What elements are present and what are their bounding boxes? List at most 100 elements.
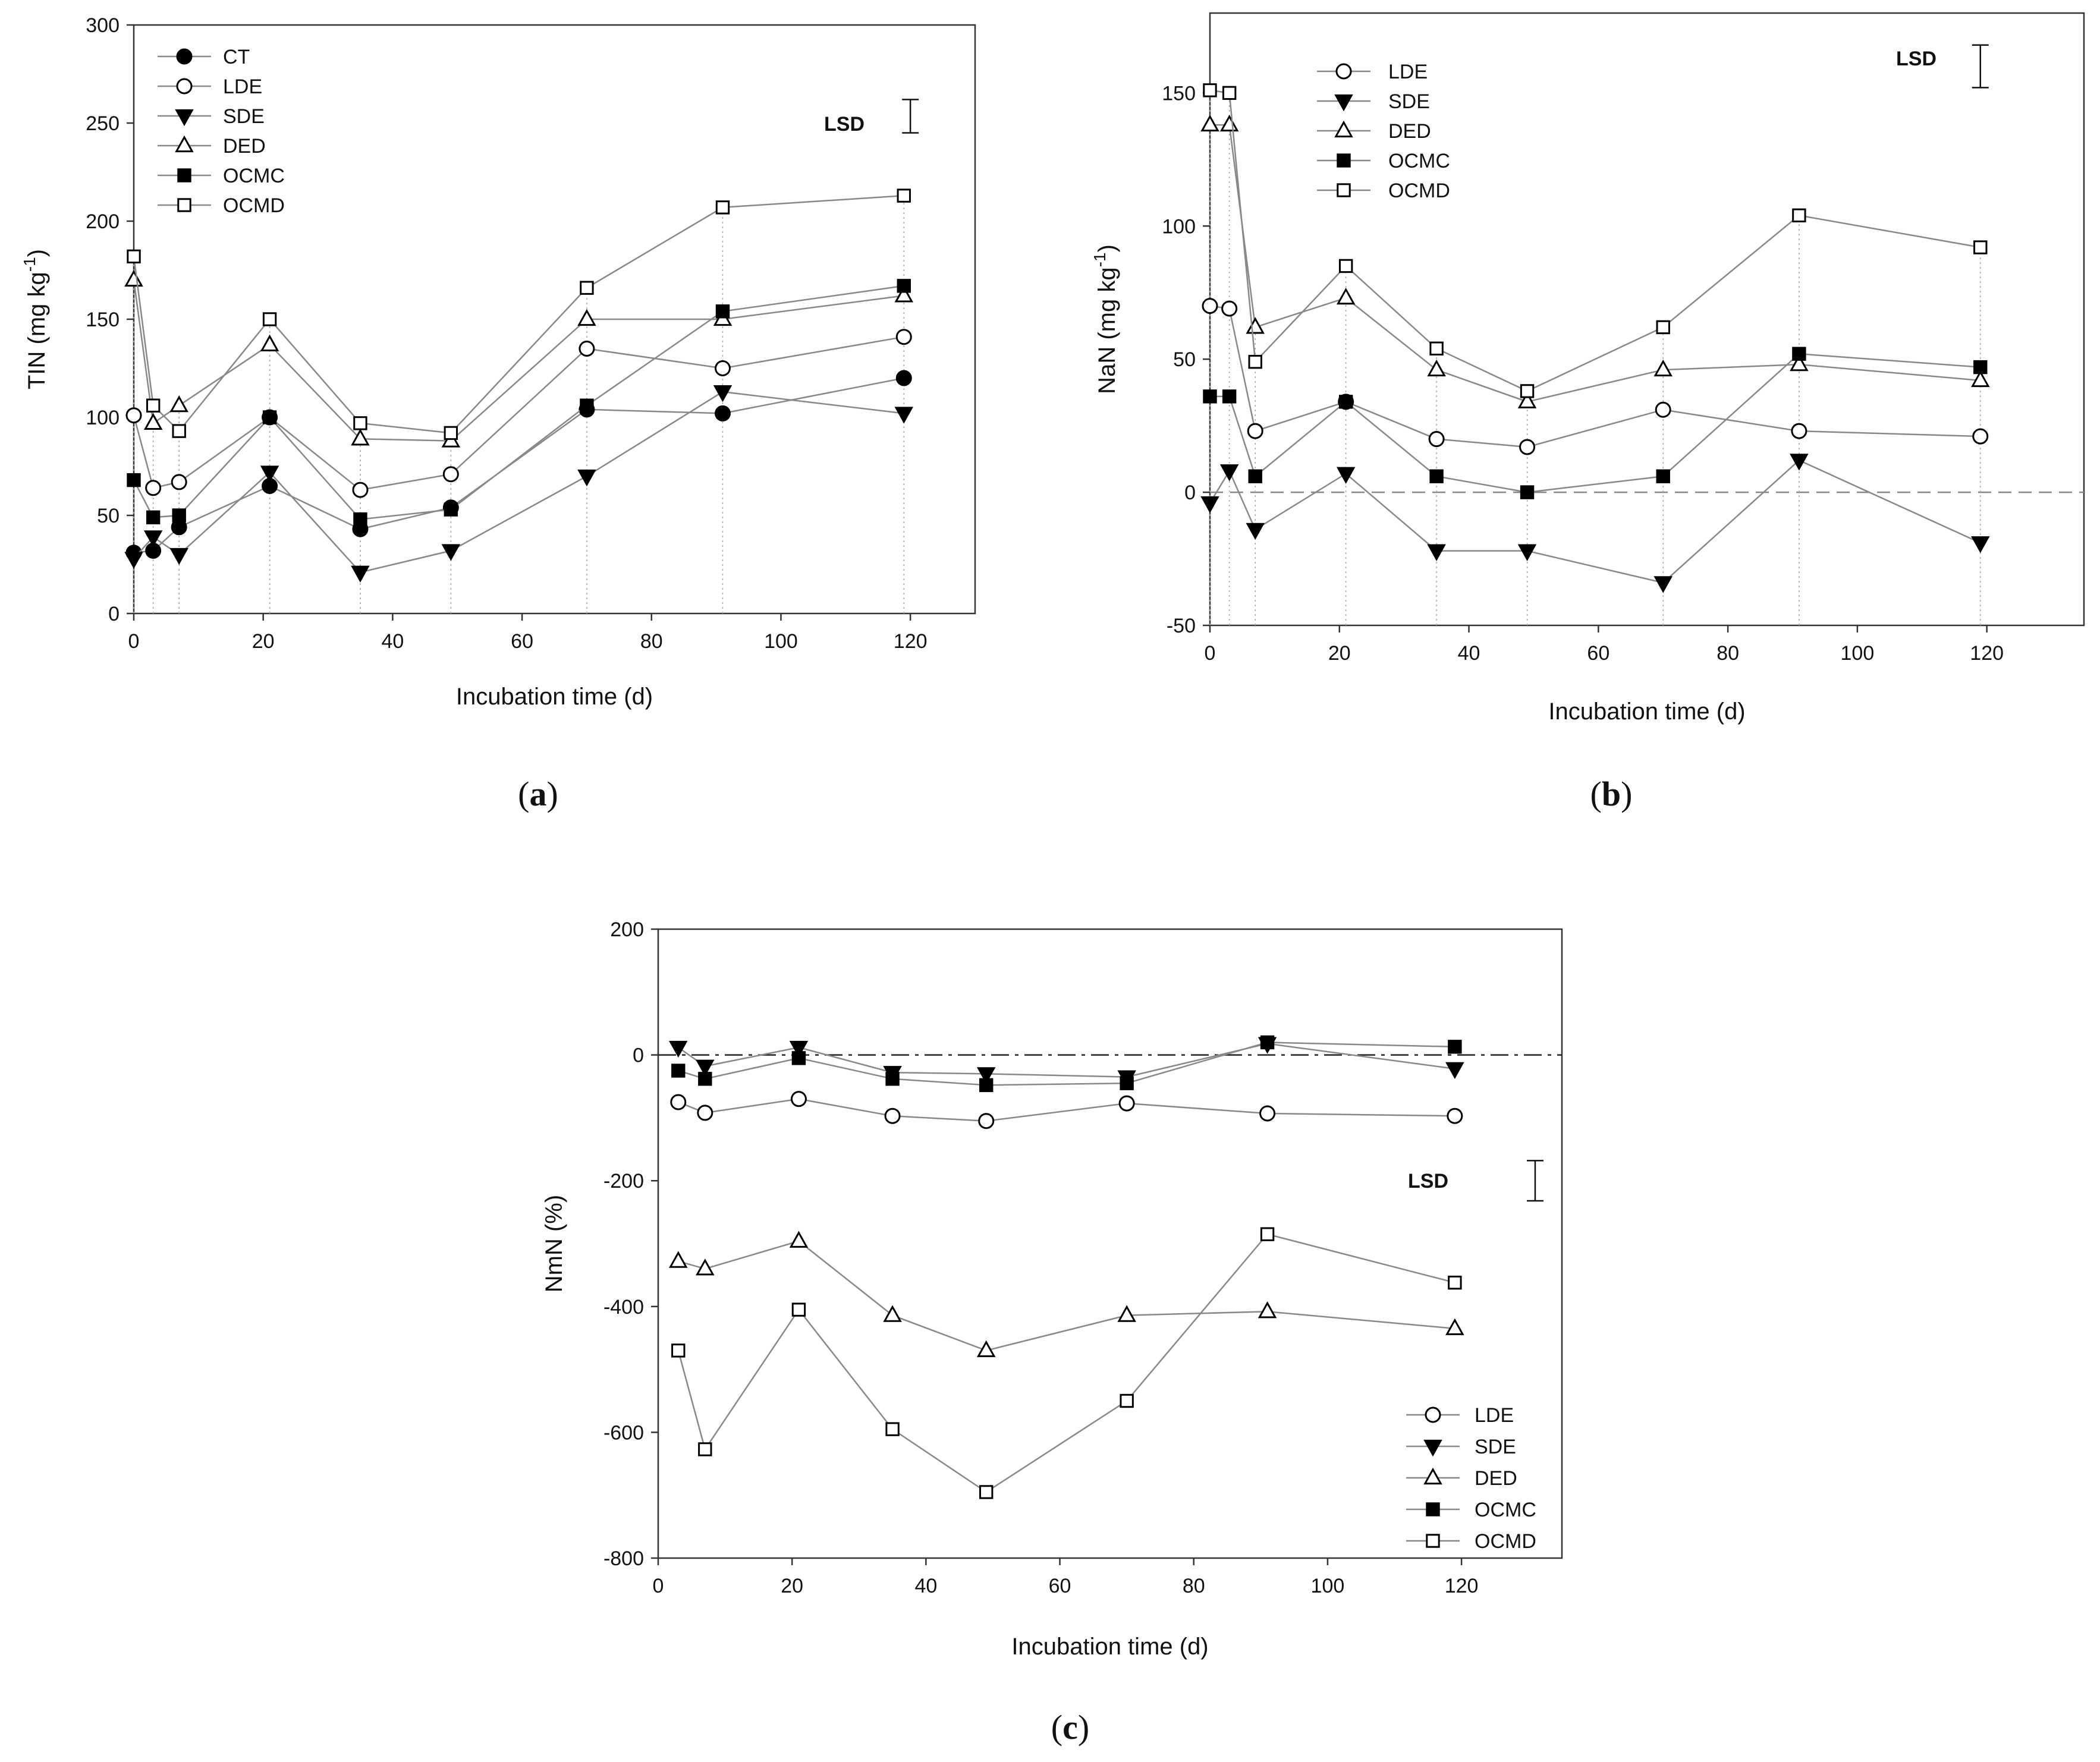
chart-c-series-ocmd-point [1448,1275,1462,1290]
chart-b-series-ded-line [1210,124,1980,403]
chart-c-legend-label-ocmc: OCMC [1475,1499,1536,1521]
chart-b-series-ocmd-point [1338,259,1353,273]
chart-b-panel-label-open: ( [1590,775,1602,813]
chart-c-xtick-label: 60 [1049,1575,1071,1597]
chart-a-series-sde-line [133,391,904,574]
chart-a-series-ded-point [894,285,914,303]
chart-b-series-ocmd-point [1656,320,1670,335]
chart-b-lsd-label: LSD [1896,48,1936,70]
chart-b-legend-label-ocmc: OCMC [1388,150,1450,172]
chart-a-series-lde-point [579,341,595,357]
chart-b-ylabel: NaN (mg kg-1) [1090,244,1120,394]
chart-a-legend-marker [175,109,194,127]
chart-b-xlabel: Incubation time (d) [1548,698,1745,725]
chart-b-series-sde-point [1517,544,1537,561]
chart-a-series-sde-point [713,385,733,402]
chart-b-legend-marker [1337,153,1351,168]
chart-c-ytick-label: 200 [610,918,644,941]
chart-a-series-ct-point [715,405,731,421]
chart-a-panel-label-close: ) [547,775,558,813]
chart-b-series-ocmd-point [1792,208,1806,223]
chart-c-series-lde-point [978,1113,995,1129]
chart-a-series-ded-point [169,395,188,413]
chart-b-ytick-label: 0 [1184,482,1196,504]
chart-a-ytick-label: 250 [86,112,120,135]
chart-b-series-ocmd-point [1222,86,1237,100]
chart-a-xtick-label: 20 [252,630,275,653]
chart-b-ytick-label: 50 [1173,348,1196,371]
chart-c-series-ded-point [696,1258,715,1276]
chart-c-legend-label-ocmd: OCMD [1475,1530,1536,1553]
chart-a-series-ocmd-line [133,194,904,434]
chart-b-series-sde-point [1219,464,1239,482]
chart-a-series-ocmc-point [262,410,277,424]
chart-b-group: -50 0 50 100 150 0 20 40 60 80 100 120 Incubation ti… [1090,12,2085,813]
chart-a-ytick-label: 150 [86,309,120,331]
chart-c-xtick-label: 120 [1445,1575,1479,1597]
chart-c-series-ocmc-point [791,1051,806,1065]
chart-a-xlabel: Incubation time (d) [456,684,653,710]
chart-a-legend-label-ded: DED [223,135,266,158]
chart-a-series-lde-point [715,360,731,376]
chart-b-series-sde-point [1790,454,1809,471]
chart-b-series-lde-point [1221,300,1238,317]
chart-b-series-lde-point [1655,401,1671,418]
chart-c-series-sde-point [1445,1062,1464,1080]
chart-b-series-ocmc-point [1248,469,1262,483]
chart-c-series-ocmc-point [1448,1040,1462,1054]
chart-a-ytick-label: 200 [86,210,120,233]
chart-c-series-ded-point [789,1231,809,1248]
chart-b-series-ocmc-point [1203,389,1217,404]
chart-b-series-sde-point [1427,544,1446,561]
chart-a-legend-label-sde: SDE [223,105,265,128]
chart-c-xtick-label: 0 [653,1575,664,1597]
chart-c-legend-marker [1423,1439,1442,1457]
chart-c-ytick-label: -400 [603,1296,644,1319]
chart-b-series-lde-point [1791,423,1807,439]
chart-a-ylabel-main: TIN (mg kg [24,272,50,389]
chart-b-series-ded-point [1653,359,1673,377]
chart-b-series-ded-point [1219,114,1239,132]
chart-b-ylabel-main: NaN (mg kg [1094,267,1120,394]
chart-c-series-ocmc-point [1120,1076,1134,1090]
chart-c-series-ocmd-point [791,1302,806,1317]
chart-c-xtick-label: 40 [914,1575,937,1597]
chart-a-ytick-label: 50 [97,505,120,527]
chart-a-panel-label: (a) [518,775,558,813]
chart-c-series-ded-point [1258,1301,1277,1319]
chart-c-series-lde-point [697,1105,713,1121]
chart-b-series-ded-point [1336,287,1356,305]
chart-b-xtick-label: 20 [1328,642,1351,665]
chart-b-series-ocmc-point [1520,485,1535,499]
chart-a-series-ocmc-line [133,285,904,520]
chart-a-legend-marker [175,135,194,153]
chart-c-series-ded-line [678,1240,1455,1352]
chart-b-series-ocmc-point [1222,389,1237,404]
chart-b-series-ocmc-point [1338,395,1353,409]
chart-a-legend-marker [176,48,193,65]
chart-c-ylabel-main: NmN (%) [541,1195,567,1292]
chart-a-series-sde-point [260,465,279,483]
chart-b-legend-marker [1337,183,1351,197]
chart-b-series-ocmc-point [1792,347,1806,361]
chart-a-series-ocmd-point [353,416,367,430]
chart-a-series-sde-point [169,548,188,565]
chart-c-series-lde-point [790,1091,807,1107]
chart-a-series-ded-point [577,309,596,326]
chart-c-series-ded-point [883,1305,902,1322]
chart-b-xtick-label: 0 [1205,642,1216,665]
chart-a-series-sde-point [351,565,370,583]
chart-c-ylabel: NmN (%) [541,1195,567,1292]
chart-a-series-sde-point [577,469,596,487]
chart-a-series-ocmc-point [715,304,730,319]
chart-a-series-lde-point [442,466,459,483]
chart-a-legend-marker [176,78,193,95]
chart-c-legend-marker [1423,1467,1442,1485]
chart-c-series-lde-point [884,1107,901,1124]
chart-c-legend-label-ded: DED [1475,1467,1517,1490]
chart-c-series-ocmc-line [678,1042,1455,1086]
chart-b-ytick-label: -50 [1167,615,1196,637]
chart-b-xtick-label: 120 [1970,642,2004,665]
chart-a-legend-label-lde: LDE [223,75,262,98]
chart-a-series-ocmd-point [262,312,277,326]
